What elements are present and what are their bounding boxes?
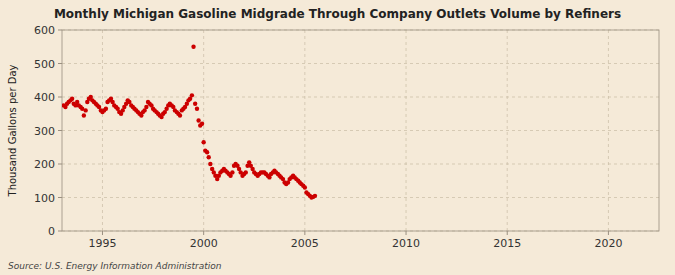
x-tick-label: 2000 bbox=[190, 237, 218, 250]
point bbox=[196, 118, 200, 122]
point bbox=[208, 162, 212, 166]
y-tick bbox=[58, 164, 62, 165]
y-tick-label: 600 bbox=[34, 24, 55, 37]
x-tick bbox=[102, 231, 103, 235]
point bbox=[104, 107, 108, 111]
y-tick-label: 300 bbox=[34, 125, 55, 138]
x-tick-label: 2010 bbox=[392, 237, 420, 250]
x-tick-label: 2005 bbox=[291, 237, 319, 250]
y-tick bbox=[58, 197, 62, 198]
x-tick bbox=[203, 231, 204, 235]
y-grid-line bbox=[62, 63, 659, 64]
x-grid-line bbox=[608, 30, 609, 231]
y-grid-line bbox=[62, 130, 659, 131]
y-tick-label: 200 bbox=[34, 158, 55, 171]
point bbox=[83, 108, 87, 112]
y-axis-label: Thousand Gallons per Day bbox=[7, 64, 18, 197]
point bbox=[230, 170, 234, 174]
point bbox=[200, 122, 204, 126]
point bbox=[195, 107, 199, 111]
y-tick-label: 400 bbox=[34, 91, 55, 104]
x-grid-line bbox=[203, 30, 204, 231]
x-tick-label: 2015 bbox=[493, 237, 521, 250]
point bbox=[205, 150, 209, 154]
y-tick-label: 0 bbox=[48, 225, 55, 238]
point bbox=[201, 140, 205, 144]
x-tick bbox=[608, 231, 609, 235]
y-tick bbox=[58, 63, 62, 64]
x-tick-label: 1995 bbox=[88, 237, 116, 250]
y-tick bbox=[58, 231, 62, 232]
y-grid-line bbox=[62, 164, 659, 165]
point bbox=[313, 194, 317, 198]
point bbox=[193, 102, 197, 106]
grid bbox=[62, 30, 659, 231]
source-note: Source: U.S. Energy Information Administ… bbox=[8, 261, 222, 271]
x-tick bbox=[304, 231, 305, 235]
point bbox=[190, 93, 194, 97]
point bbox=[207, 155, 211, 159]
point bbox=[144, 105, 148, 109]
y-tick bbox=[58, 30, 62, 31]
x-tick bbox=[406, 231, 407, 235]
y-tick bbox=[58, 97, 62, 98]
point bbox=[82, 113, 86, 117]
point bbox=[303, 185, 307, 189]
point bbox=[70, 96, 74, 100]
y-tick-label: 500 bbox=[34, 58, 55, 71]
point bbox=[191, 45, 195, 49]
y-tick bbox=[58, 130, 62, 131]
y-tick-label: 100 bbox=[34, 192, 55, 205]
title: Monthly Michigan Gasoline Midgrade Throu… bbox=[54, 7, 621, 21]
point bbox=[178, 113, 182, 117]
plot-frame bbox=[62, 30, 659, 231]
chart: 0 100 200 300 400 500 600 1995 2000 2005 2010 2015 2… bbox=[0, 0, 675, 275]
background bbox=[0, 0, 675, 275]
axes: 0 100 200 300 400 500 600 1995 2000 2005 2010 2015 2… bbox=[34, 24, 622, 250]
x-tick-label: 2020 bbox=[594, 237, 622, 250]
y-grid-line bbox=[62, 197, 659, 198]
point bbox=[244, 170, 248, 174]
y-grid-line bbox=[62, 97, 659, 98]
x-grid-line bbox=[304, 30, 305, 231]
x-grid-line bbox=[406, 30, 407, 231]
x-grid-line bbox=[507, 30, 508, 231]
points bbox=[62, 45, 317, 200]
x-tick bbox=[507, 231, 508, 235]
x-grid-line bbox=[102, 30, 103, 231]
